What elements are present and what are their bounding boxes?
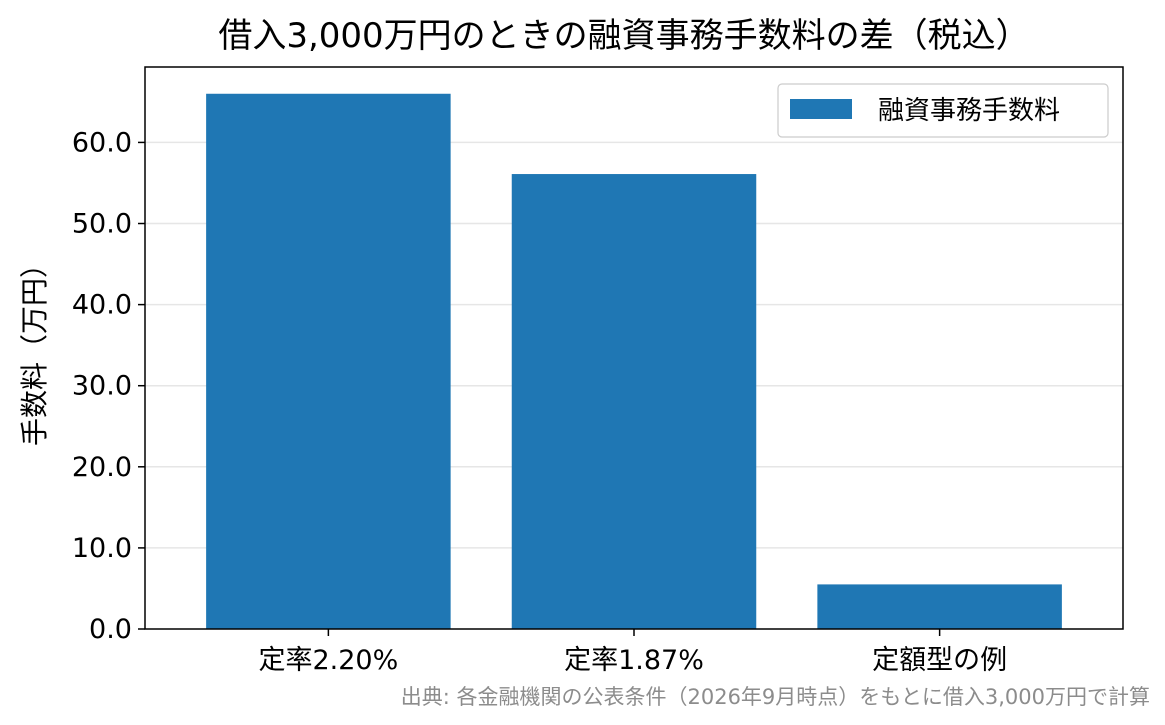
x-tick-label: 定率2.20% (258, 645, 398, 676)
bar (817, 584, 1062, 629)
legend-swatch (790, 99, 852, 119)
y-tick-label: 50.0 (72, 209, 132, 240)
y-tick-label: 40.0 (72, 290, 132, 321)
x-tick-label: 定額型の例 (872, 645, 1007, 676)
y-axis-label: 手数料（万円） (18, 250, 51, 446)
bars (206, 93, 1062, 630)
bar (511, 174, 757, 630)
chart-title: 借入3,000万円のときの融資事務手数料の差（税込） (218, 16, 1029, 56)
x-tick-label: 定率1.87% (564, 645, 704, 676)
legend: 融資事務手数料 (777, 83, 1109, 138)
y-tick-label: 30.0 (72, 371, 132, 402)
x-axis: 定率2.20% 定率1.87% 定額型の例 (258, 629, 1007, 676)
y-tick-label: 0.0 (89, 614, 132, 645)
legend-box (777, 83, 1109, 138)
y-tick-label: 60.0 (72, 127, 132, 158)
source-note: 出典: 各金融機関の公表条件（2026年9月時点）をもとに借入3,000万円で計… (401, 685, 1150, 709)
bar (206, 93, 451, 629)
y-axis: 0.0 10.0 20.0 30.0 40.0 50.0 60.0 (72, 127, 145, 645)
legend-label: 融資事務手数料 (878, 96, 1060, 126)
y-tick-label: 10.0 (72, 533, 132, 564)
y-tick-label: 20.0 (72, 452, 132, 483)
